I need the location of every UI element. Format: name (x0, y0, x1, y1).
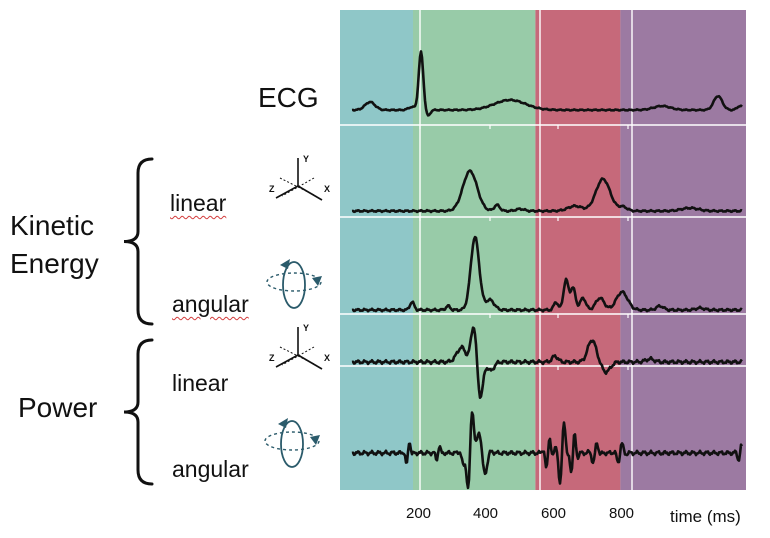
power-linear-label: linear (172, 370, 229, 396)
kinetic-energy-label-line1: Kinetic (10, 210, 95, 241)
axis-letter-y: Y (303, 323, 309, 333)
x-axis-label: time (ms) (670, 507, 741, 526)
axis-letter-z: Z (269, 184, 275, 194)
x-tick-600: 600 (541, 505, 567, 522)
axis-letter-y: Y (303, 154, 309, 164)
curly-brace-kinetic (123, 157, 154, 326)
axis-letter-x: X (324, 353, 330, 363)
ke-linear-trace (351, 169, 743, 214)
power-linear-trace (351, 326, 743, 399)
x-tick-800: 800 (609, 505, 635, 522)
phase-band-1 (340, 10, 413, 490)
phase-band-4 (620, 10, 746, 490)
xyz-axes-icon-ke: Y X Z (269, 154, 330, 201)
power-angular-label: angular (172, 456, 249, 482)
x-tick-400: 400 (473, 505, 499, 522)
phase-band-2 (413, 10, 536, 490)
ecg-label: ECG (258, 82, 319, 113)
axis-letter-z: Z (269, 353, 275, 363)
kinetic-energy-label-line2: Energy (10, 248, 99, 279)
ke-angular-trace (351, 235, 743, 313)
rotation-icon-power (264, 418, 320, 468)
power-label: Power (18, 392, 98, 423)
ke-linear-label: linear (170, 190, 227, 216)
axis-letter-x: X (324, 184, 330, 194)
power-angular-trace (351, 411, 744, 490)
curly-brace-power (123, 338, 154, 486)
ecg-trace (351, 50, 743, 117)
phase-band-3 (535, 10, 621, 490)
rotation-icon-ke (266, 259, 322, 309)
xyz-axes-icon-power: Y X Z (269, 323, 330, 370)
x-tick-200: 200 (406, 505, 432, 522)
ke-angular-label: angular (172, 291, 249, 317)
